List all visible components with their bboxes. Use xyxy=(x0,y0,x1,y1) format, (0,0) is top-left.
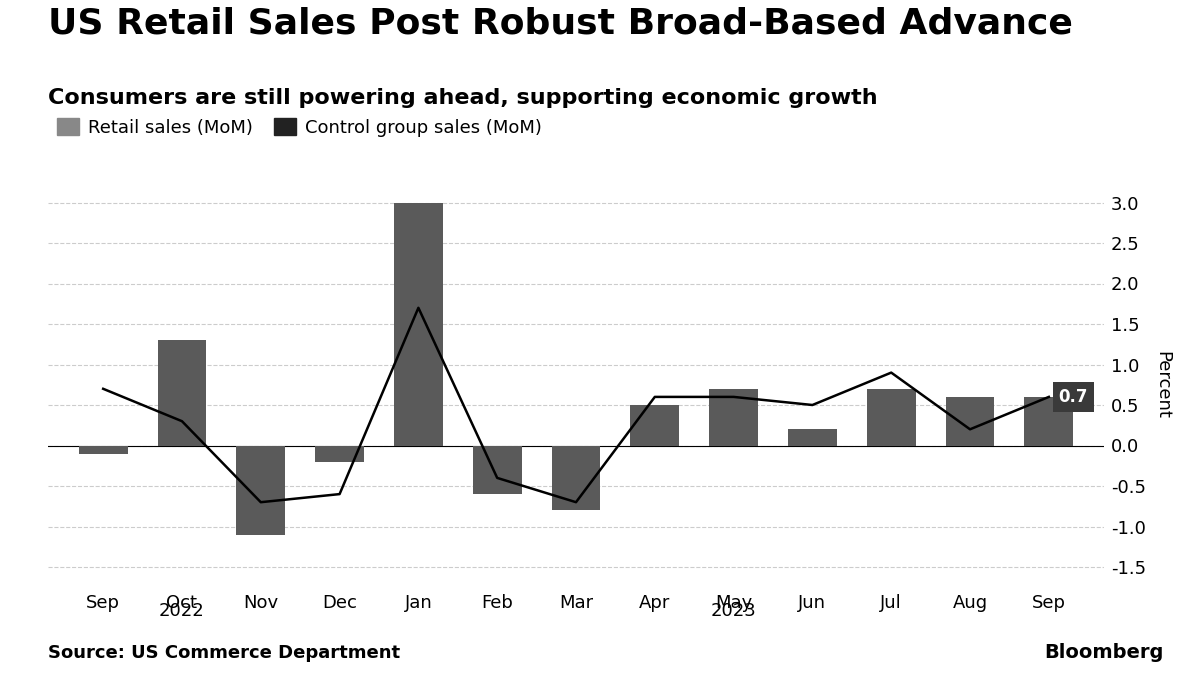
Text: Bloomberg: Bloomberg xyxy=(1045,643,1164,662)
Bar xyxy=(394,202,443,446)
Text: 2022: 2022 xyxy=(160,602,205,620)
Text: 2023: 2023 xyxy=(710,602,756,620)
Bar xyxy=(157,340,206,446)
Text: Consumers are still powering ahead, supporting economic growth: Consumers are still powering ahead, supp… xyxy=(48,88,877,108)
Bar xyxy=(866,389,916,446)
Text: Source: US Commerce Department: Source: US Commerce Department xyxy=(48,643,400,662)
Legend: Retail sales (MoM), Control group sales (MoM): Retail sales (MoM), Control group sales … xyxy=(58,118,542,136)
Bar xyxy=(236,446,286,535)
Bar xyxy=(316,446,364,462)
Bar xyxy=(79,446,127,454)
Bar xyxy=(630,405,679,446)
Bar xyxy=(552,446,600,510)
Bar xyxy=(709,389,758,446)
Bar xyxy=(1025,397,1073,446)
Text: US Retail Sales Post Robust Broad-Based Advance: US Retail Sales Post Robust Broad-Based … xyxy=(48,7,1073,40)
Bar xyxy=(473,446,522,494)
Bar xyxy=(788,429,836,446)
Text: 0.7: 0.7 xyxy=(1058,388,1088,406)
Bar xyxy=(946,397,995,446)
Y-axis label: Percent: Percent xyxy=(1153,351,1171,418)
